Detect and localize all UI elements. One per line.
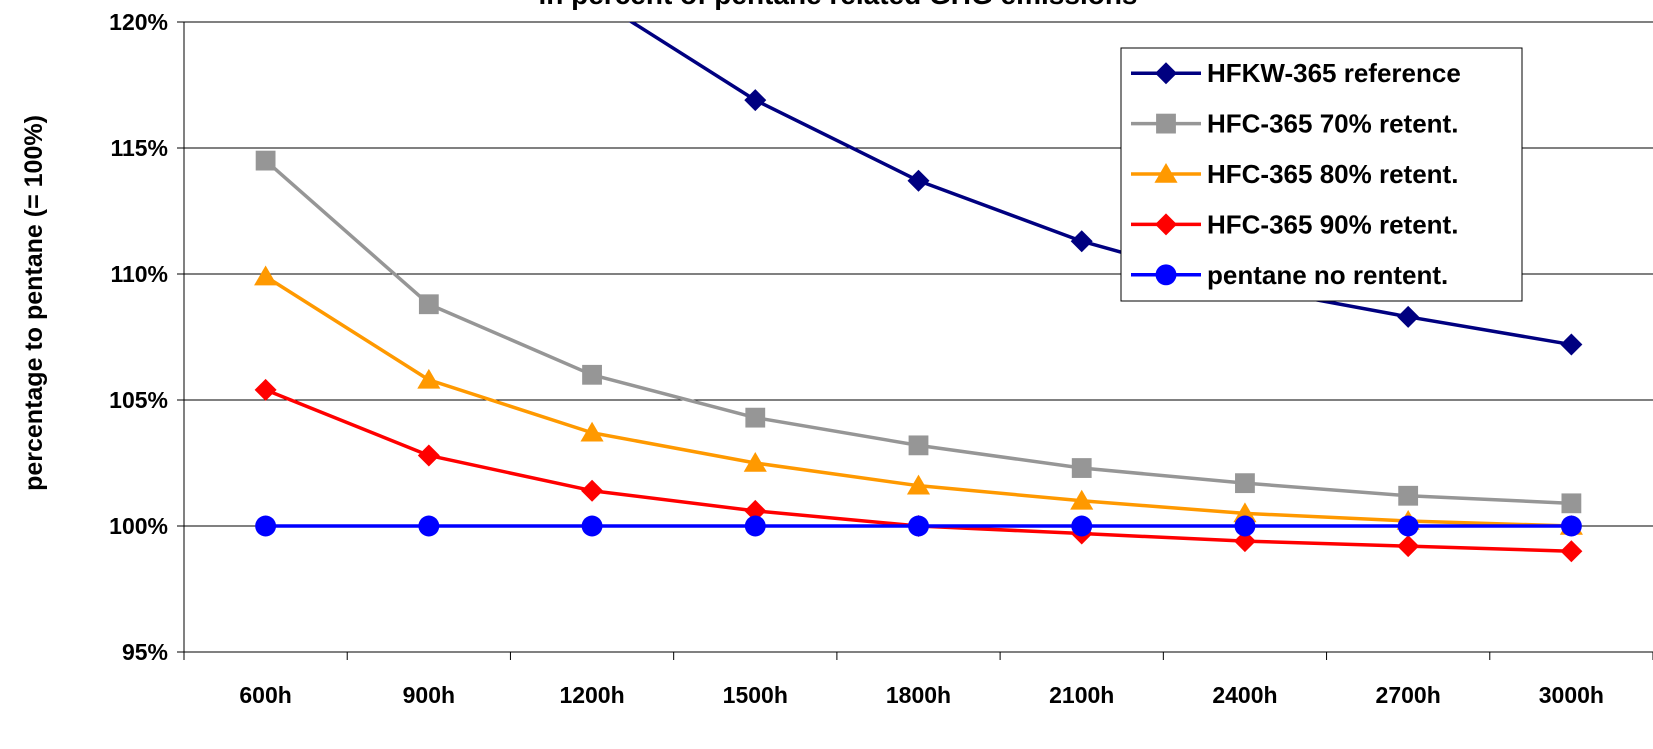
legend-entry: HFKW-365 reference xyxy=(1131,58,1461,88)
diamond-data-point xyxy=(1397,305,1420,328)
diamond-data-point xyxy=(1233,530,1256,553)
square-data-point xyxy=(582,364,602,385)
square-data-point xyxy=(1235,473,1255,494)
circle-data-point xyxy=(1397,515,1419,537)
diamond-data-point xyxy=(744,499,767,522)
square-data-point xyxy=(255,150,276,171)
chart-title: in percent of pentane related GHG emissi… xyxy=(538,0,1137,10)
circle-data-point xyxy=(255,515,277,537)
x-tick-label: 1200h xyxy=(559,682,624,708)
circle-data-point xyxy=(744,515,766,537)
legend-square-marker xyxy=(1156,113,1176,134)
x-tick-label: 3000h xyxy=(1539,682,1604,708)
legend-label: HFC-365 90% retent. xyxy=(1207,209,1458,239)
legend-triangle-marker xyxy=(1154,163,1178,183)
legend-entry: HFC-365 70% retent. xyxy=(1131,109,1458,139)
square-data-point xyxy=(1071,458,1092,478)
legend-label: HFC-365 70% retent. xyxy=(1207,109,1458,139)
square-data-point xyxy=(1398,485,1419,506)
diamond-data-point xyxy=(254,378,277,401)
triangle-data-point xyxy=(743,452,767,472)
x-tick-label: 2700h xyxy=(1376,682,1441,708)
triangle-data-point xyxy=(1233,502,1257,523)
y-tick-label: 120% xyxy=(109,9,168,35)
x-tick-label: 900h xyxy=(403,682,455,708)
y-axis-title: percentage to pentane (= 100%) xyxy=(20,115,48,491)
series-5 xyxy=(255,515,1582,537)
triangle-data-point xyxy=(254,265,278,286)
legend-label: pentane no rentent. xyxy=(1207,260,1448,290)
legend-circle-marker xyxy=(1155,264,1177,286)
diamond-data-point xyxy=(581,479,604,502)
diamond-data-point xyxy=(907,169,930,192)
diamond-data-point xyxy=(1560,540,1583,563)
series-2 xyxy=(255,150,1582,514)
circle-data-point xyxy=(1560,515,1582,537)
triangle-data-point xyxy=(906,474,931,495)
axes: 95% 100% 105% 110% 115% 120% 600h 900h 1200h 1500… xyxy=(109,9,1653,708)
x-tick-label: 2400h xyxy=(1212,682,1277,708)
diamond-data-point xyxy=(417,444,440,467)
legend-entry: HFC-365 80% retent. xyxy=(1131,159,1458,189)
circle-data-point xyxy=(581,515,603,537)
diamond-data-point xyxy=(744,89,767,112)
legend-label: HFKW-365 reference xyxy=(1207,58,1461,88)
diamond-data-point xyxy=(1070,230,1093,253)
triangle-data-point xyxy=(417,368,441,389)
x-tick-label: 1500h xyxy=(723,682,788,708)
diamond-data-point xyxy=(1397,535,1420,558)
square-data-point xyxy=(418,294,439,315)
x-tick-label: 1800h xyxy=(886,682,951,708)
x-tick-label: 600h xyxy=(239,682,291,708)
legend-label: HFC-365 80% retent. xyxy=(1207,159,1458,189)
y-tick-label: 115% xyxy=(110,135,168,161)
x-tick-label: 2100h xyxy=(1049,682,1114,708)
y-tick-label: 105% xyxy=(109,387,168,413)
legend-entry: pentane no rentent. xyxy=(1131,260,1448,290)
y-tick-label: 95% xyxy=(122,639,168,665)
legend-diamond-marker xyxy=(1155,213,1177,236)
triangle-data-point xyxy=(580,421,604,442)
circle-data-point xyxy=(418,515,440,537)
square-data-point xyxy=(745,407,766,428)
y-tick-label: 100% xyxy=(109,513,168,539)
diamond-data-point xyxy=(1560,333,1583,356)
y-tick-label: 110% xyxy=(110,261,168,287)
legend-entry: HFC-365 90% retent. xyxy=(1131,209,1458,239)
triangle-data-point xyxy=(1070,489,1094,510)
circle-data-point xyxy=(1071,515,1093,537)
legend: HFKW-365 reference HFC-365 70% retent. HFC… xyxy=(1120,47,1523,302)
circle-data-point xyxy=(1234,515,1256,537)
square-data-point xyxy=(1561,493,1582,514)
square-data-point xyxy=(908,435,929,456)
legend-diamond-marker xyxy=(1155,62,1177,85)
circle-data-point xyxy=(908,515,929,537)
